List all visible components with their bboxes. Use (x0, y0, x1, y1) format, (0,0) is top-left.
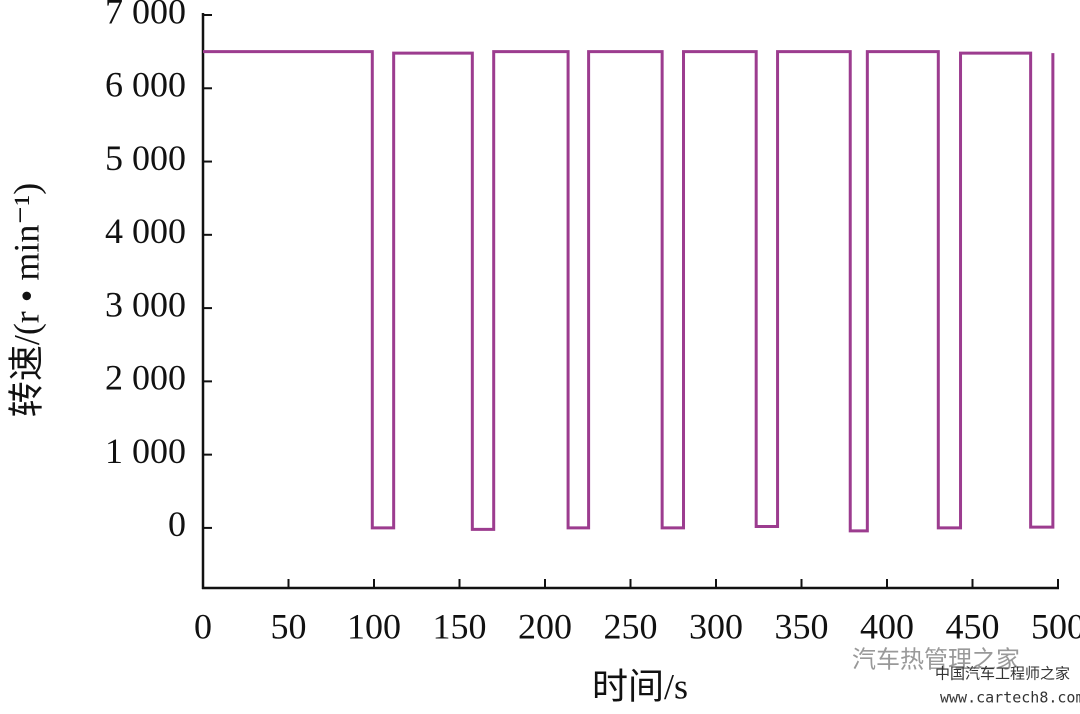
x-tick-label: 250 (604, 606, 658, 646)
watermark: 汽车热管理之家 (852, 647, 1020, 674)
y-tick-label: 5 000 (105, 138, 186, 178)
y-tick-label: 7 000 (105, 0, 186, 31)
x-tick-label: 150 (433, 606, 487, 646)
x-tick-label: 500 (1031, 606, 1080, 646)
watermark: www.cartech8.com (940, 689, 1080, 707)
y-axis-label: 转速/(r • min⁻¹) (6, 183, 46, 417)
y-tick-label: 2 000 (105, 358, 186, 398)
x-tick-label: 200 (518, 606, 572, 646)
x-tick-label: 350 (775, 606, 829, 646)
x-axis-label: 时间/s (592, 666, 688, 706)
y-tick-label: 4 000 (105, 211, 186, 251)
x-tick-label: 450 (946, 606, 1000, 646)
x-tick-label: 100 (347, 606, 401, 646)
y-tick-label: 3 000 (105, 284, 186, 324)
x-tick-label: 50 (271, 606, 307, 646)
y-tick-label: 1 000 (105, 431, 186, 471)
x-tick-label: 0 (194, 606, 212, 646)
x-tick-label: 400 (860, 606, 914, 646)
line-series (203, 50, 1055, 533)
y-tick-label: 6 000 (105, 65, 186, 105)
y-tick-label: 0 (168, 504, 186, 544)
watermark: 中国汽车工程师之家 (935, 665, 1070, 682)
x-tick-label: 300 (689, 606, 743, 646)
